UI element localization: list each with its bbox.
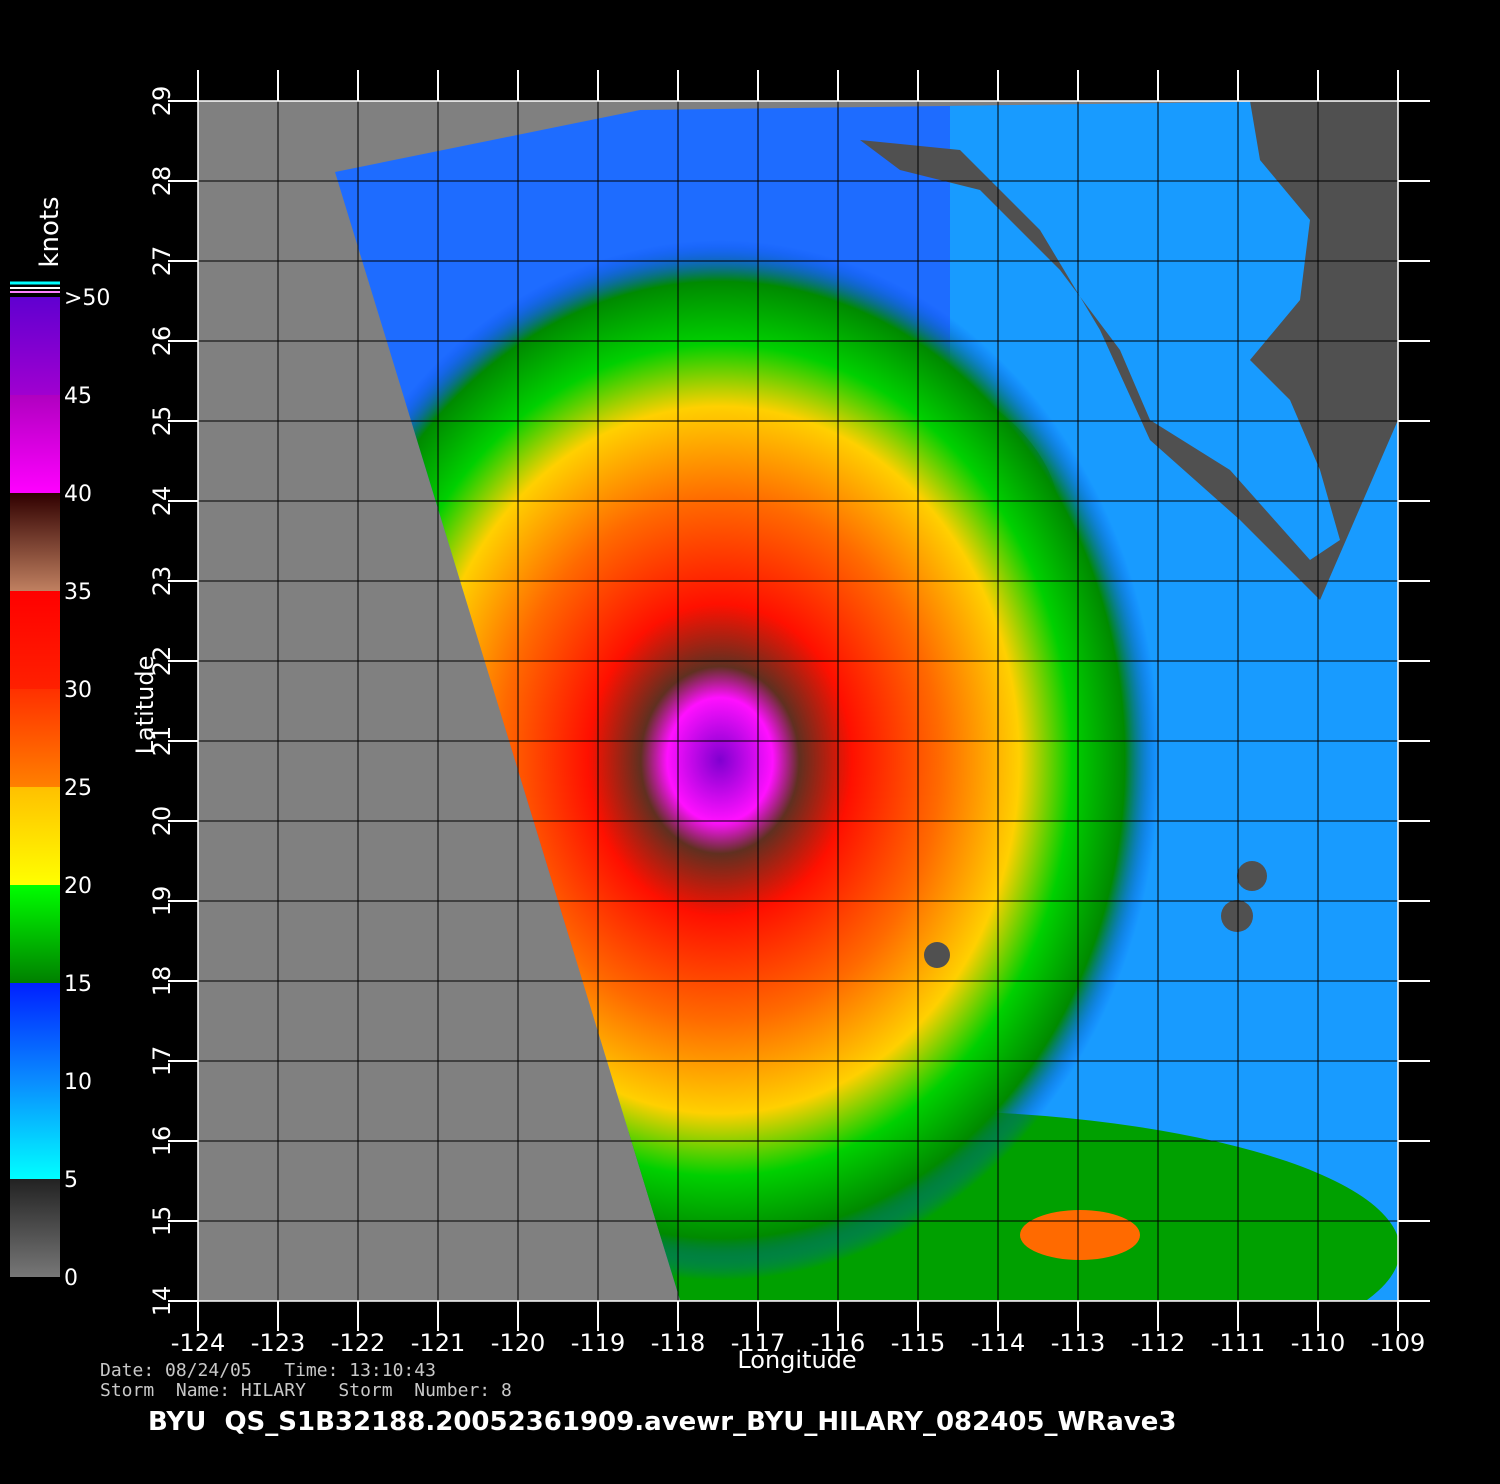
y-axis-title: Latitude (131, 656, 159, 755)
y-tick-label: 21 (148, 726, 176, 757)
y-tick-label: 20 (148, 806, 176, 837)
colorbar-tick-label: >50 (64, 286, 110, 311)
x-tick-label: -123 (251, 1329, 305, 1357)
x-tick-label: -112 (1131, 1329, 1185, 1357)
x-tick-label: -124 (171, 1329, 225, 1357)
colorbar (10, 297, 60, 1277)
y-tick-label: 15 (148, 1206, 176, 1237)
x-tick-label: -120 (491, 1329, 545, 1357)
x-tick-label: -117 (731, 1329, 785, 1357)
colorbar-tick-label: 40 (64, 482, 92, 507)
y-tick-label: 29 (148, 86, 176, 117)
island (1221, 900, 1253, 932)
x-tick-label: -113 (1051, 1329, 1105, 1357)
x-tick-label: -109 (1371, 1329, 1425, 1357)
colorbar-tick-label: 35 (64, 580, 92, 605)
colorbar-tick-label: 5 (64, 1168, 78, 1193)
y-tick-label: 25 (148, 406, 176, 437)
x-tick-label: -122 (331, 1329, 385, 1357)
y-tick-label: 18 (148, 966, 176, 997)
x-tick-label: -118 (651, 1329, 705, 1357)
y-tick-label: 16 (148, 1126, 176, 1157)
ticks: -124 -123 -122 -121 -120 -119 -118 -117 -116 -115… (148, 70, 1430, 1357)
x-tick-label: -115 (891, 1329, 945, 1357)
island (924, 942, 950, 968)
colorbar-tick-label: 0 (64, 1266, 78, 1291)
y-tick-label: 17 (148, 1046, 176, 1077)
x-tick-label: -119 (571, 1329, 625, 1357)
colorbar-tick-label: 45 (64, 384, 92, 409)
colorbar-tick-label: 25 (64, 776, 92, 801)
date-line: Date: 08/24/05 Time: 13:10:43 (100, 1360, 436, 1381)
y-tick-label: 26 (148, 326, 176, 357)
island (1237, 861, 1267, 891)
grid (197, 100, 1399, 1302)
y-tick-label: 22 (148, 646, 176, 677)
colorbar-ticks: 0 5 10 15 20 25 30 35 40 45 >50 (64, 286, 110, 1291)
footer: BYU QS_S1B32188.20052361909.avewr_BYU_HI… (148, 1407, 1176, 1437)
y-tick-label: 24 (148, 486, 176, 517)
x-tick-label: -121 (411, 1329, 465, 1357)
x-axis-title: Longitude (737, 1346, 856, 1374)
colorbar-tick-label: 20 (64, 874, 92, 899)
colorbar-tick-label: 15 (64, 972, 92, 997)
x-tick-label: -114 (971, 1329, 1025, 1357)
y-tick-label: 14 (148, 1286, 176, 1317)
land (860, 101, 1398, 600)
x-tick-label: -116 (811, 1329, 865, 1357)
colorbar-title: knots (35, 196, 65, 267)
colorbar-tick-label: 10 (64, 1070, 92, 1095)
x-tick-label: -110 (1291, 1329, 1345, 1357)
y-tick-label: 19 (148, 886, 176, 917)
y-tick-label: 23 (148, 566, 176, 597)
plot-frame (197, 100, 1399, 1302)
y-tick-label: 28 (148, 166, 176, 197)
x-tick-label: -111 (1211, 1329, 1265, 1357)
storm-line: Storm Name: HILARY Storm Number: 8 (100, 1380, 512, 1401)
colorbar-tick-label: 30 (64, 678, 92, 703)
y-tick-label: 27 (148, 246, 176, 277)
